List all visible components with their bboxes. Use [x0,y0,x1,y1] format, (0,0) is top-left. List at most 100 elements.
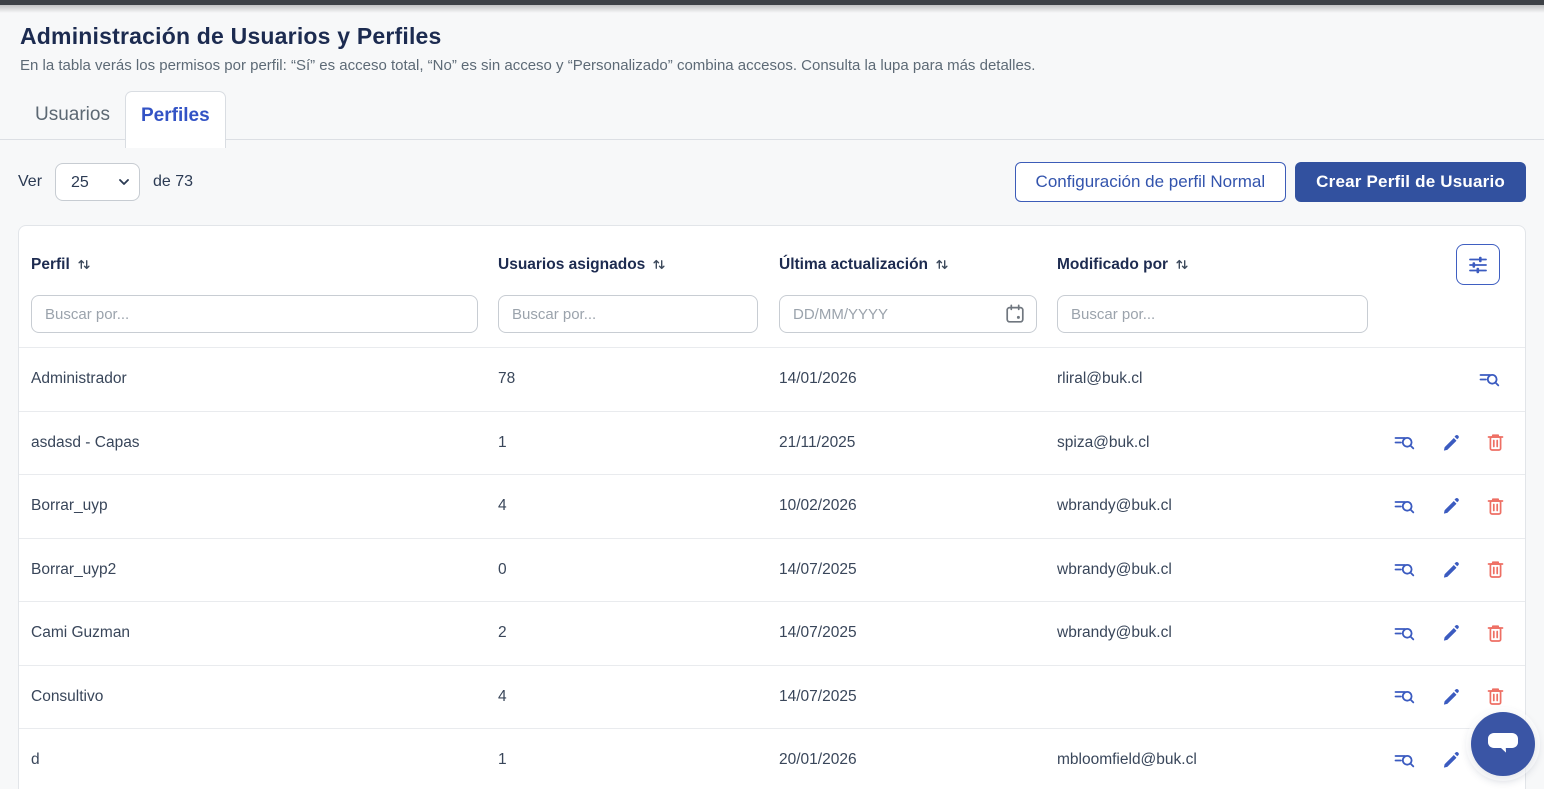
table-row: Cami Guzman 2 14/07/2025 wbrandy@buk.cl [19,602,1525,666]
list-magnifier-icon [1394,500,1415,514]
cell-perfil: Administrador [31,370,127,388]
delete-profile-button[interactable] [1487,560,1504,579]
total-count-label: de 73 [153,173,194,190]
table-row: d 1 20/01/2026 mbloomfield@buk.cl [19,729,1525,789]
pencil-icon [1443,498,1459,514]
delete-profile-button[interactable] [1487,624,1504,643]
top-bar-shadow [0,5,1544,13]
edit-profile-button[interactable] [1442,497,1460,515]
tab-perfiles[interactable]: Perfiles [124,91,226,148]
row-actions [1394,624,1504,643]
delete-profile-button[interactable] [1487,687,1504,706]
cell-perfil: d [31,751,40,769]
row-actions [1394,370,1500,389]
cell-usuarios-asignados: 4 [498,497,507,515]
row-actions [1394,497,1504,516]
cell-perfil: asdasd - Capas [31,433,140,451]
list-magnifier-icon [1394,564,1415,577]
cell-perfil: Borrar_uyp [31,497,108,515]
table-filter-row [19,295,1525,348]
pencil-icon [1443,561,1459,578]
profiles-table: Perfil Usuarios asignados Última actuali… [18,225,1526,789]
page-header: Administración de Usuarios y Perfiles En… [0,13,1544,74]
cell-ultima-actualizacion: 14/07/2025 [779,624,857,642]
cell-modificado-por: mbloomfield@buk.cl [1057,751,1197,769]
cell-ultima-actualizacion: 10/02/2026 [779,497,857,515]
column-settings-button[interactable] [1456,244,1500,285]
trash-icon [1487,434,1504,452]
configure-normal-profile-button[interactable]: Configuración de perfil Normal [1014,162,1287,202]
filter-modificado-input[interactable] [1057,295,1368,333]
table-row: Borrar_uyp 4 10/02/2026 wbrandy@buk.cl [19,475,1525,539]
page-subtitle: En la tabla verás los permisos por perfi… [20,57,1036,74]
view-details-button[interactable] [1394,687,1415,706]
cell-ultima-actualizacion: 14/07/2025 [779,560,857,578]
cropped-top-bar [0,0,1544,5]
sort-icon [1176,259,1188,270]
edit-profile-button[interactable] [1442,751,1460,769]
page-size-select[interactable]: 25 [55,163,141,201]
filter-usuarios-input[interactable] [498,295,758,333]
trash-icon [1487,688,1504,706]
delete-profile-button[interactable] [1487,433,1504,452]
view-details-button[interactable] [1394,497,1415,516]
list-magnifier-icon [1394,627,1415,641]
filter-fecha-input[interactable] [779,295,1037,333]
view-details-button[interactable] [1479,370,1500,389]
pencil-icon [1443,752,1459,768]
cell-perfil: Consultivo [31,687,104,705]
view-details-button[interactable] [1394,560,1415,579]
edit-profile-button[interactable] [1442,434,1460,452]
create-profile-button[interactable]: Crear Perfil de Usuario [1295,162,1526,202]
list-magnifier-icon [1394,437,1415,450]
table-row: Consultivo 4 14/07/2025 [19,666,1525,729]
edit-profile-button[interactable] [1442,561,1460,579]
page-title: Administración de Usuarios y Perfiles [20,23,442,49]
pencil-icon [1443,434,1459,451]
sort-icon [78,259,90,270]
cell-ultima-actualizacion: 21/11/2025 [779,433,856,451]
column-header-usuarios-asignados[interactable]: Usuarios asignados [498,256,779,274]
table-header-row: Perfil Usuarios asignados Última actuali… [19,226,1525,295]
cell-perfil: Borrar_uyp2 [31,560,117,578]
cell-modificado-por: rliral@buk.cl [1057,370,1143,388]
cell-modificado-por: spiza@buk.cl [1057,433,1150,451]
cell-modificado-por: wbrandy@buk.cl [1057,497,1172,515]
list-magnifier-icon [1394,691,1415,704]
delete-profile-button[interactable] [1487,497,1504,516]
cell-modificado-por: wbrandy@buk.cl [1057,560,1172,578]
list-magnifier-icon [1394,754,1415,768]
chat-widget-button[interactable] [1471,712,1535,776]
sliders-icon [1469,256,1487,273]
view-details-button[interactable] [1394,624,1415,643]
toolbar: Ver 25 de 73 Configuración de perfil Nor… [18,162,1526,202]
trash-icon [1487,625,1504,642]
cell-ultima-actualizacion: 14/01/2026 [779,370,857,388]
page-size-label: Ver [18,173,43,190]
tab-usuarios[interactable]: Usuarios [35,104,110,125]
column-header-perfil[interactable]: Perfil [31,256,498,274]
cell-usuarios-asignados: 0 [498,560,507,578]
column-header-modificado-por[interactable]: Modificado por [1057,256,1394,274]
cell-ultima-actualizacion: 20/01/2026 [779,751,857,769]
chat-bubble-icon [1488,733,1518,753]
trash-icon [1487,561,1504,579]
sort-icon [936,259,948,270]
trash-icon [1487,498,1504,515]
view-details-button[interactable] [1394,433,1415,452]
list-magnifier-icon [1479,373,1500,387]
cell-ultima-actualizacion: 14/07/2025 [779,687,857,705]
filter-perfil-input[interactable] [31,295,478,333]
edit-profile-button[interactable] [1442,624,1460,642]
table-body: Administrador 78 14/01/2026 rliral@buk.c… [19,348,1525,789]
edit-profile-button[interactable] [1442,688,1460,706]
row-actions [1394,560,1504,579]
cell-modificado-por: wbrandy@buk.cl [1057,624,1172,642]
column-header-ultima-actualizacion[interactable]: Última actualización [779,256,1057,274]
view-details-button[interactable] [1394,751,1415,770]
row-actions [1394,433,1504,452]
cell-usuarios-asignados: 2 [498,624,507,642]
pencil-icon [1443,688,1459,705]
pencil-icon [1443,625,1459,641]
tab-bar: Usuarios Perfiles [0,91,1544,148]
